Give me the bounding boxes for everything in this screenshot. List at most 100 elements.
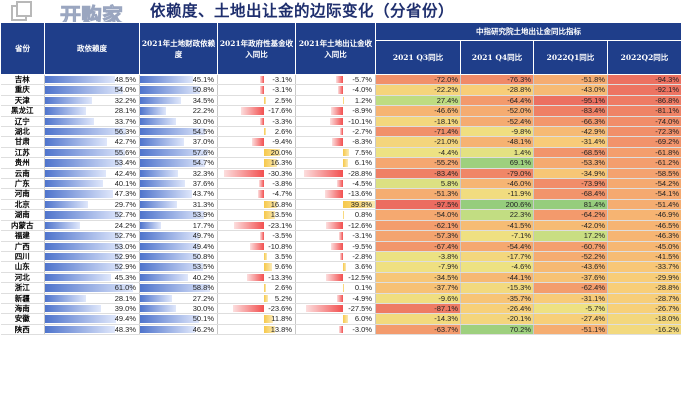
dependency-bar <box>140 284 210 292</box>
bar-value: 53.5% <box>192 262 214 272</box>
dependency-bar <box>45 263 122 271</box>
dependency-bar <box>140 252 201 261</box>
bar-cell: 40.2% <box>139 272 218 284</box>
change-bar <box>251 138 265 146</box>
change-bar <box>264 128 267 136</box>
heat-cell: -73.9% <box>533 178 608 190</box>
change-bar <box>264 294 269 302</box>
heat-cell: 17.2% <box>533 230 608 242</box>
bar-value: -3.1% <box>352 231 372 241</box>
bar-cell: 16.3% <box>217 157 296 169</box>
header-land-dependency: 2021年土地财政依赖度 <box>139 22 218 75</box>
dependency-bar <box>45 180 103 188</box>
heat-cell: -34.9% <box>533 168 608 180</box>
heat-cell: 5.8% <box>375 178 461 190</box>
heat-cell: -51.1% <box>533 324 608 336</box>
bar-cell: 24.2% <box>44 220 140 232</box>
heat-cell: -9.6% <box>375 293 461 304</box>
dependency-bar <box>140 263 204 271</box>
bar-cell: 30.0% <box>139 303 218 315</box>
change-bar <box>329 117 344 126</box>
bar-value: 6.0% <box>354 314 372 324</box>
heat-cell: 1.4% <box>460 147 534 159</box>
page-title: 依赖度、土地出让金的边际变化（分省份） <box>150 1 455 20</box>
heat-cell: -87.1% <box>375 303 461 315</box>
dependency-bar <box>140 117 176 126</box>
change-bar <box>246 273 265 282</box>
dependency-bar <box>45 200 88 209</box>
bar-value: 11.8% <box>271 314 292 324</box>
table-row: 贵州 53.4% 54.7% 16.3% 6.1% -55.2% 69.1% -53.3% -6… <box>0 157 681 169</box>
dependency-bar <box>45 117 94 126</box>
table-row: 广西 53.0% 49.4% -10.8% -9.5% -67.4% -54.4% -60.7… <box>0 241 681 252</box>
heat-cell: -79.0% <box>460 168 534 180</box>
heat-cell: -14.3% <box>375 313 461 325</box>
heat-cell: -51.3% <box>375 188 461 200</box>
heat-cell: -46.6% <box>375 105 461 117</box>
heat-cell: -48.1% <box>460 136 534 148</box>
heat-cell: -83.4% <box>375 168 461 180</box>
bar-cell: 37.0% <box>139 136 218 148</box>
bar-cell: 28.1% <box>44 293 140 304</box>
dependency-bar <box>140 76 194 84</box>
heat-cell: -43.0% <box>533 84 608 96</box>
bar-value: 53.4% <box>114 158 136 168</box>
bar-value: 43.7% <box>192 189 214 199</box>
change-bar <box>264 284 267 292</box>
bar-cell: 54.5% <box>139 126 218 138</box>
dependency-bar <box>140 200 178 209</box>
heat-cell: -3.8% <box>375 251 461 263</box>
table-row: 重庆 54.0% 50.8% -3.1% -4.0% -22.2% -28.8% -43.0%… <box>0 84 681 96</box>
heat-cell: -54.2% <box>607 178 681 190</box>
bar-cell: -10.8% <box>217 241 296 252</box>
header-fund-income: 2021年政府性基金收入同比 <box>217 22 296 75</box>
heat-cell: -52.0% <box>460 105 534 117</box>
bar-cell: 55.6% <box>44 147 140 159</box>
bar-value: 50.8% <box>192 85 214 95</box>
bar-cell: 47.3% <box>44 188 140 200</box>
bar-value: 0.1% <box>354 283 372 293</box>
bar-cell: -17.6% <box>217 105 296 117</box>
bar-value: 28.1% <box>114 106 136 116</box>
change-bar <box>337 180 344 188</box>
dependency-bar <box>140 294 173 302</box>
heat-cell: -21.0% <box>375 136 461 148</box>
bar-cell: 53.0% <box>44 241 140 252</box>
change-bar <box>326 273 344 282</box>
bar-value: -3.5% <box>272 231 292 241</box>
bar-value: 56.3% <box>114 127 136 137</box>
heat-cell: -33.7% <box>607 261 681 273</box>
dependency-bar <box>45 86 124 94</box>
bar-cell: 39.0% <box>44 303 140 315</box>
bar-cell: -13.6% <box>295 188 376 200</box>
bar-value: -4.0% <box>352 85 372 95</box>
heat-cell: -46.9% <box>607 209 681 221</box>
bar-value: -4.5% <box>352 179 372 189</box>
change-bar <box>260 76 265 84</box>
heat-cell: -67.4% <box>375 241 461 252</box>
heat-cell: -37.7% <box>375 282 461 294</box>
heat-cell: -44.1% <box>460 272 534 284</box>
heat-cell: -76.3% <box>460 74 534 86</box>
bar-value: 52.7% <box>114 210 136 220</box>
table-row: 云南 42.4% 32.3% -30.3% -28.8% -83.4% -79.0% -34.… <box>0 168 681 180</box>
bar-value: 54.5% <box>192 127 214 137</box>
heat-cell: -22.2% <box>375 84 461 96</box>
province-cell: 云南 <box>0 168 45 180</box>
heat-cell: 200.6% <box>460 199 534 211</box>
dependency-bar <box>45 232 122 240</box>
heat-cell: -51.8% <box>533 74 608 86</box>
heat-cell: -72.3% <box>607 126 681 138</box>
table-row: 海南 39.0% 30.0% -23.6% -27.5% -87.1% -26.4% -5.7… <box>0 303 681 315</box>
change-bar <box>259 232 265 240</box>
heat-cell: -61.8% <box>607 147 681 159</box>
heat-cell: -54.4% <box>460 241 534 252</box>
heat-cell: -42.9% <box>533 126 608 138</box>
heat-cell: -63.7% <box>375 324 461 336</box>
province-table: 省份 政依赖度 2021年土地财政依赖度 2021年政府性基金收入同比 2021… <box>0 22 681 336</box>
bar-value: 45.1% <box>192 75 214 84</box>
heat-cell: -26.4% <box>460 303 534 315</box>
bar-cell: 53.5% <box>139 261 218 273</box>
bar-cell: 9.6% <box>217 261 296 273</box>
dependency-bar <box>140 138 184 146</box>
